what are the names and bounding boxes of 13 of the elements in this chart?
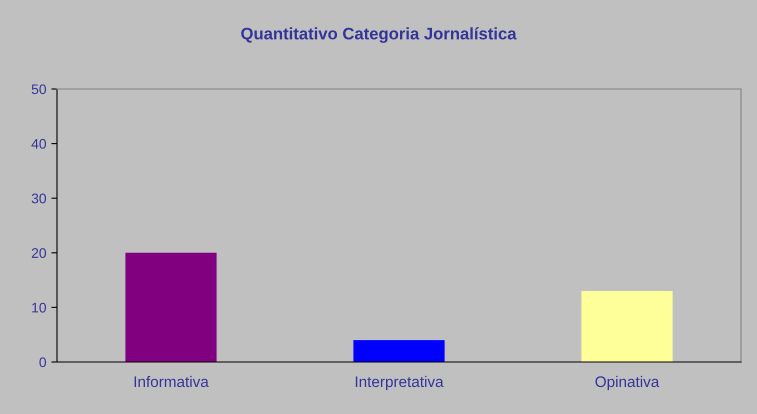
- y-tick-label: 10: [32, 302, 46, 313]
- y-tick-label: 50: [32, 84, 46, 94]
- x-tick-label: Opinativa: [595, 376, 660, 390]
- x-tick-label: Informativa: [134, 376, 209, 388]
- chart-title: Quantitativo Categoria Jornalística: [241, 27, 517, 43]
- y-tick-label: 30: [32, 194, 46, 204]
- bar: [353, 340, 445, 362]
- y-tick-label: 40: [31, 138, 46, 149]
- y-tick-label: 20: [32, 248, 46, 258]
- x-tick-label: Interpretativa: [356, 376, 444, 390]
- y-tick-label: 0: [39, 357, 46, 368]
- bar: [581, 291, 673, 362]
- bar: [125, 252, 217, 362]
